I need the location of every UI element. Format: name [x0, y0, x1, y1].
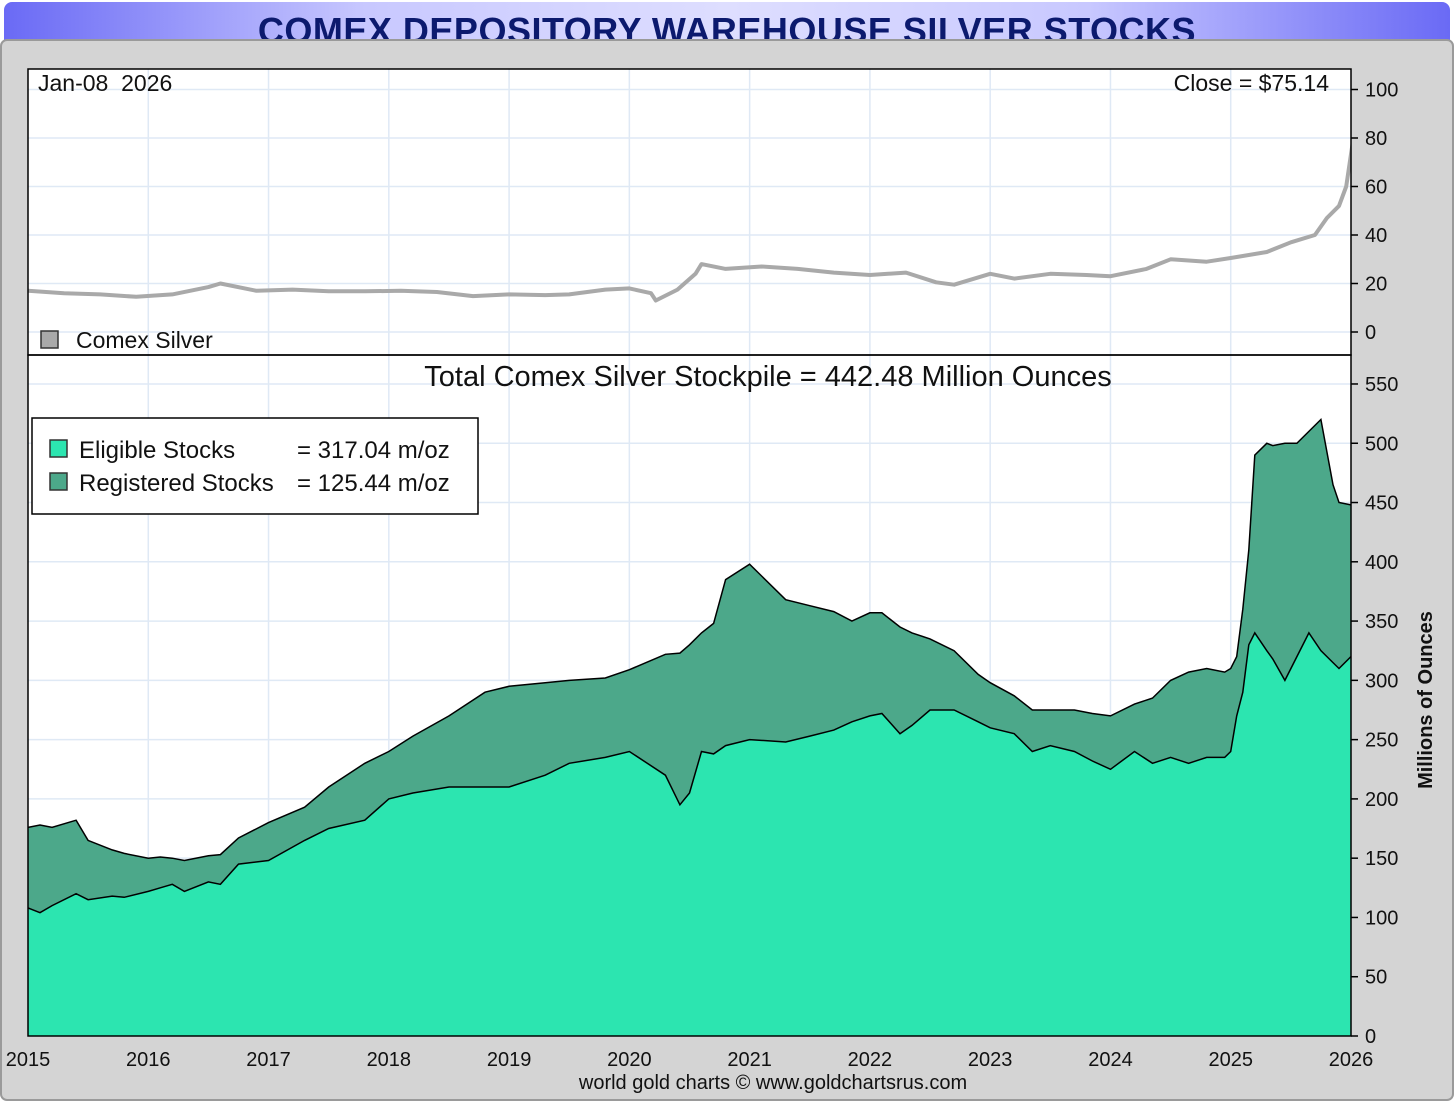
bottom-panel-y-axis: 0 50 100 150 200 250 300 350 400 450 500 550 — [1351, 374, 1398, 1048]
x-axis: 2015 2016 2017 2018 2019 2020 2021 2022 2023 2024… — [6, 1049, 1374, 1071]
top-y-tick-label: 80 — [1365, 128, 1387, 150]
bottom-y-tick-label: 200 — [1365, 789, 1398, 811]
comex-silver-legend-swatch — [40, 330, 59, 349]
bottom-y-tick-label: 0 — [1365, 1026, 1376, 1048]
bottom-y-tick-label: 250 — [1365, 730, 1398, 752]
bottom-y-tick-label: 550 — [1365, 374, 1398, 396]
x-tick-label: 2024 — [1088, 1049, 1133, 1071]
y-axis-title: Millions of Ounces — [1415, 611, 1437, 789]
top-y-tick-label: 0 — [1365, 322, 1376, 344]
eligible-legend-swatch — [49, 439, 68, 458]
top-panel-grid — [28, 69, 1351, 355]
registered-legend-label: Registered Stocks — [79, 470, 274, 497]
top-y-tick-label: 20 — [1365, 274, 1387, 296]
x-tick-label: 2015 — [6, 1049, 51, 1071]
bottom-y-tick-label: 500 — [1365, 433, 1398, 455]
top-y-tick-label: 40 — [1365, 225, 1387, 247]
bottom-panel-areas — [28, 417, 1351, 1036]
bottom-panel-border — [27, 354, 1352, 1037]
stocks-legend-box — [31, 417, 479, 515]
x-tick-label: 2016 — [126, 1049, 171, 1071]
footer-credit: world gold charts © www.goldchartsrus.co… — [578, 1072, 967, 1094]
bottom-y-tick-label: 100 — [1365, 907, 1398, 929]
top-y-tick-label: 60 — [1365, 177, 1387, 199]
registered-stocks-area — [28, 419, 1351, 913]
x-tick-label: 2022 — [848, 1049, 893, 1071]
top-panel-lines — [28, 140, 1351, 303]
registered-legend-swatch — [49, 472, 68, 491]
x-tick-label: 2019 — [487, 1049, 532, 1071]
x-tick-label: 2017 — [246, 1049, 291, 1071]
eligible-legend-value: = 317.04 m/oz — [297, 437, 450, 464]
eligible-legend-label: Eligible Stocks — [79, 437, 235, 464]
eligible-stocks-outline — [28, 631, 1351, 914]
x-tick-label: 2026 — [1329, 1049, 1374, 1071]
bottom-y-tick-label: 350 — [1365, 611, 1398, 633]
bottom-y-tick-label: 400 — [1365, 552, 1398, 574]
top-y-tick-label: 100 — [1365, 80, 1398, 102]
bottom-y-tick-label: 50 — [1365, 967, 1387, 989]
x-tick-label: 2020 — [607, 1049, 652, 1071]
bottom-panel-title: Total Comex Silver Stockpile = 442.48 Mi… — [424, 361, 1111, 393]
x-tick-label: 2025 — [1208, 1049, 1253, 1071]
comex-silver-price-line — [28, 140, 1351, 303]
x-tick-label: 2023 — [968, 1049, 1013, 1071]
bottom-y-tick-label: 300 — [1365, 670, 1398, 692]
comex-silver-legend-label: Comex Silver — [76, 327, 213, 353]
top-panel-y-axis: 0 20 40 60 80 100 — [1351, 80, 1398, 344]
x-tick-label: 2018 — [367, 1049, 412, 1071]
bottom-y-tick-label: 450 — [1365, 493, 1398, 515]
top-date-label: Jan-08 2026 — [38, 70, 172, 96]
registered-legend-value: = 125.44 m/oz — [297, 470, 450, 497]
top-close-label: Close = $75.14 — [1174, 70, 1330, 96]
bottom-y-tick-label: 150 — [1365, 848, 1398, 870]
x-tick-label: 2021 — [727, 1049, 772, 1071]
total-stocks-outline — [28, 417, 1351, 862]
eligible-stocks-area — [28, 632, 1351, 1036]
